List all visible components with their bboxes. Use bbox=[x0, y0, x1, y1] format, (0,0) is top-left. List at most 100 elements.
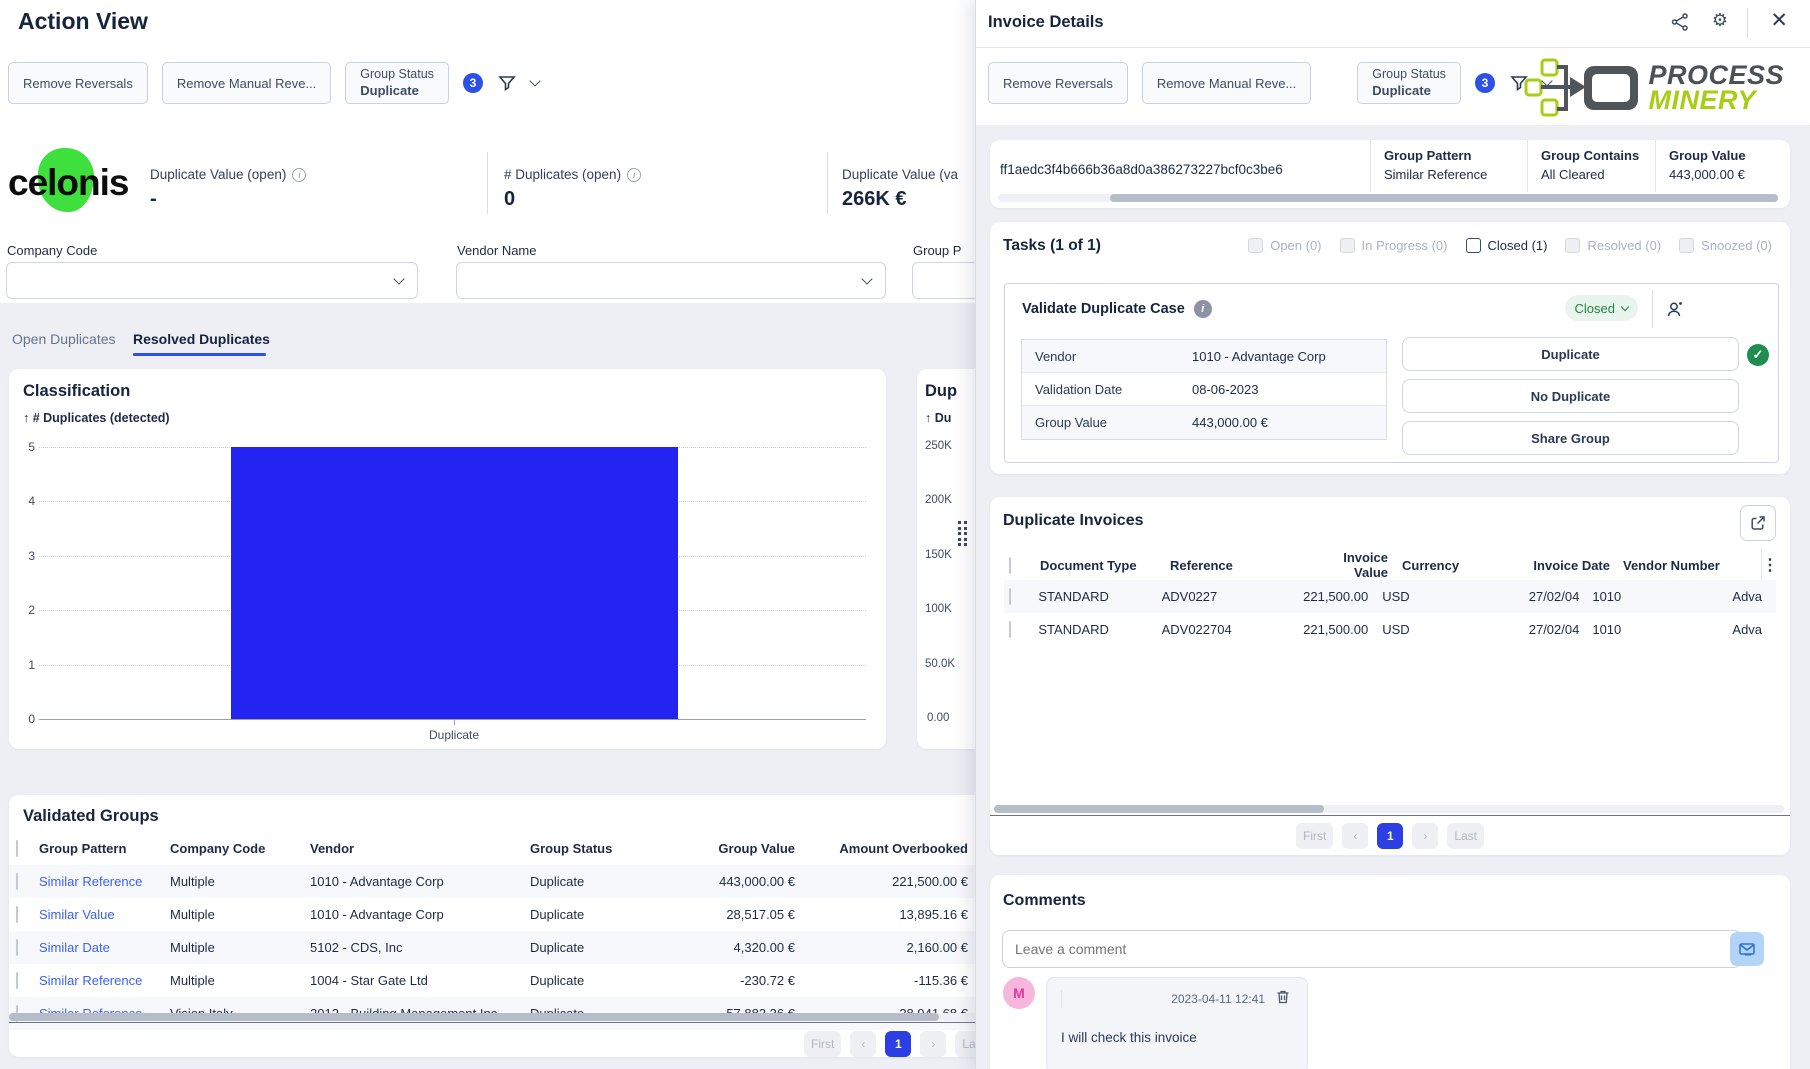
no-duplicate-button[interactable]: No Duplicate bbox=[1402, 379, 1739, 413]
group-pattern-link[interactable]: Similar Value bbox=[39, 907, 115, 922]
row-checkbox[interactable] bbox=[16, 873, 18, 890]
group-contains-cell: Group Contains All Cleared bbox=[1541, 148, 1640, 182]
select-all-checkbox[interactable] bbox=[16, 839, 18, 857]
pagination-page-1[interactable]: 1 bbox=[1377, 823, 1404, 849]
tasks-title: Tasks (1 of 1) bbox=[1003, 237, 1101, 254]
filter-funnel-icon[interactable] bbox=[497, 73, 517, 93]
kpi-value: 0 bbox=[504, 188, 516, 210]
filter-count-badge: 3 bbox=[462, 73, 483, 93]
pagination-prev-button[interactable]: ‹ bbox=[850, 1031, 877, 1057]
horizontal-scrollbar-thumb[interactable] bbox=[994, 805, 1324, 813]
pagination-last-button[interactable]: Last bbox=[1447, 823, 1484, 849]
group-pattern-link[interactable]: Similar Date bbox=[39, 940, 110, 955]
filter-chevron-down-icon[interactable] bbox=[529, 75, 541, 87]
chart2-title: Dup bbox=[925, 382, 958, 400]
y-tick: 250K bbox=[925, 440, 952, 452]
info-icon[interactable]: i bbox=[1193, 300, 1212, 318]
table-row[interactable]: Similar Date Multiple 5102 - CDS, Inc Du… bbox=[9, 931, 1000, 964]
pagination-first-button[interactable]: First bbox=[1295, 823, 1334, 849]
chevron-down-icon bbox=[1620, 302, 1630, 312]
horizontal-scrollbar-thumb[interactable] bbox=[9, 1013, 939, 1021]
classification-y-axis-label: ↑ # Duplicates (detected) bbox=[23, 411, 170, 425]
duplicate-invoices-header-row: Document Type Reference Invoice Value Cu… bbox=[1004, 550, 1776, 580]
checkbox[interactable] bbox=[1679, 238, 1695, 253]
horizontal-scrollbar[interactable] bbox=[994, 805, 1784, 813]
table-row[interactable]: Similar Value Multiple 1010 - Advantage … bbox=[9, 898, 1000, 931]
row-checkbox[interactable] bbox=[16, 972, 18, 989]
panel-resize-handle[interactable] bbox=[958, 521, 967, 546]
pagination-prev-button[interactable]: ‹ bbox=[1342, 823, 1369, 849]
trash-icon[interactable] bbox=[1275, 989, 1291, 1005]
group-pattern-link[interactable]: Similar Reference bbox=[39, 874, 143, 889]
chevron-down-icon bbox=[393, 273, 405, 285]
select-all-checkbox[interactable] bbox=[1009, 556, 1011, 574]
filter-funnel-icon[interactable] bbox=[1509, 73, 1529, 93]
remove-manual-reversals-button[interactable]: Remove Manual Reve... bbox=[161, 62, 332, 104]
share-group-button[interactable]: Share Group bbox=[1402, 421, 1739, 455]
duplicate-button[interactable]: Duplicate bbox=[1402, 337, 1739, 371]
comment-timestamp: 2023-04-11 12:41 bbox=[1171, 992, 1265, 1006]
y-tick: 5 bbox=[28, 440, 35, 454]
checkbox[interactable] bbox=[1339, 238, 1355, 253]
export-icon[interactable] bbox=[1740, 505, 1776, 541]
row-checkbox[interactable] bbox=[1009, 621, 1011, 638]
share-icon[interactable] bbox=[1670, 12, 1690, 32]
tab-resolved-duplicates[interactable]: Resolved Duplicates bbox=[133, 331, 270, 347]
horizontal-scrollbar-thumb[interactable] bbox=[1110, 194, 1778, 202]
filter-closed[interactable]: Closed (1) bbox=[1465, 238, 1547, 253]
validated-groups-header-row: Group Pattern Company Code Vendor Group … bbox=[9, 833, 1000, 863]
group-status-filter-button[interactable]: Group Status Duplicate bbox=[1357, 62, 1461, 104]
pagination-next-button[interactable]: › bbox=[920, 1031, 947, 1057]
table-row[interactable]: STANDARD ADV022704 221,500.00 USD 27/02/… bbox=[1004, 613, 1776, 646]
divider bbox=[1652, 290, 1653, 328]
table-row[interactable]: Similar Reference Multiple 1010 - Advant… bbox=[9, 865, 1000, 898]
y-tick: 3 bbox=[28, 549, 35, 563]
bar-duplicate[interactable] bbox=[231, 447, 678, 719]
duplicate-invoices-title: Duplicate Invoices bbox=[1003, 512, 1144, 529]
comment-input[interactable] bbox=[1002, 930, 1742, 968]
assign-user-icon[interactable] bbox=[1660, 294, 1690, 324]
gear-icon[interactable]: ⚙ bbox=[1711, 10, 1728, 30]
row-checkbox[interactable] bbox=[16, 906, 18, 923]
company-code-select[interactable] bbox=[6, 262, 418, 299]
row-checkbox[interactable] bbox=[16, 939, 18, 956]
info-icon[interactable]: i bbox=[627, 167, 642, 182]
checkbox[interactable] bbox=[1465, 238, 1481, 253]
close-icon[interactable]: ✕ bbox=[1770, 9, 1788, 32]
comment-avatar: M bbox=[1003, 977, 1035, 1009]
x-axis-line bbox=[39, 719, 866, 720]
checkbox[interactable] bbox=[1248, 238, 1264, 253]
table-row[interactable]: STANDARD ADV0227 221,500.00 USD 27/02/04… bbox=[1004, 580, 1776, 613]
group-status-filter-button[interactable]: Group Status Duplicate bbox=[345, 62, 449, 104]
filter-open[interactable]: Open (0) bbox=[1248, 238, 1322, 253]
y-tick: 100K bbox=[925, 603, 952, 615]
pagination-first-button[interactable]: First bbox=[803, 1031, 842, 1057]
filter-snoozed[interactable]: Snoozed (0) bbox=[1679, 238, 1772, 253]
table-row[interactable]: Similar Reference Multiple 1004 - Star G… bbox=[9, 964, 1000, 997]
page-title: Action View bbox=[18, 8, 148, 34]
celonis-logo: celonis bbox=[8, 148, 129, 212]
vendor-name-select[interactable] bbox=[456, 262, 886, 299]
task-title: Validate Duplicate Case bbox=[1022, 301, 1185, 317]
filter-resolved[interactable]: Resolved (0) bbox=[1565, 238, 1661, 253]
task-validate-duplicate-case: Validate Duplicate Case i Closed Vendor 1… bbox=[1004, 283, 1779, 463]
remove-manual-reversals-button[interactable]: Remove Manual Reve... bbox=[1141, 62, 1312, 104]
validated-groups-pagination: First ‹ 1 › Last bbox=[803, 1031, 992, 1057]
remove-reversals-button[interactable]: Remove Reversals bbox=[988, 62, 1128, 104]
invoice-details-header: Invoice Details ⚙ ✕ bbox=[976, 0, 1810, 48]
tab-open-duplicates[interactable]: Open Duplicates bbox=[12, 331, 116, 347]
panel-filter-bar: Remove Reversals Remove Manual Reve... G… bbox=[988, 62, 1553, 104]
pagination-page-1[interactable]: 1 bbox=[885, 1031, 912, 1057]
filter-in-progress[interactable]: In Progress (0) bbox=[1339, 238, 1448, 253]
process-minery-logo: PROCESS MINERY bbox=[1524, 58, 1784, 118]
task-status-dropdown[interactable]: Closed bbox=[1564, 295, 1638, 321]
filter-chevron-down-icon[interactable] bbox=[1541, 75, 1553, 87]
checkbox[interactable] bbox=[1565, 238, 1581, 253]
remove-reversals-button[interactable]: Remove Reversals bbox=[8, 62, 148, 104]
pagination-next-button[interactable]: › bbox=[1412, 823, 1439, 849]
send-comment-icon[interactable] bbox=[1730, 932, 1764, 966]
row-checkbox[interactable] bbox=[1009, 588, 1011, 605]
info-icon[interactable]: i bbox=[292, 167, 307, 182]
kebab-menu-icon[interactable]: ⋮ bbox=[1762, 557, 1778, 574]
group-pattern-link[interactable]: Similar Reference bbox=[39, 973, 143, 988]
